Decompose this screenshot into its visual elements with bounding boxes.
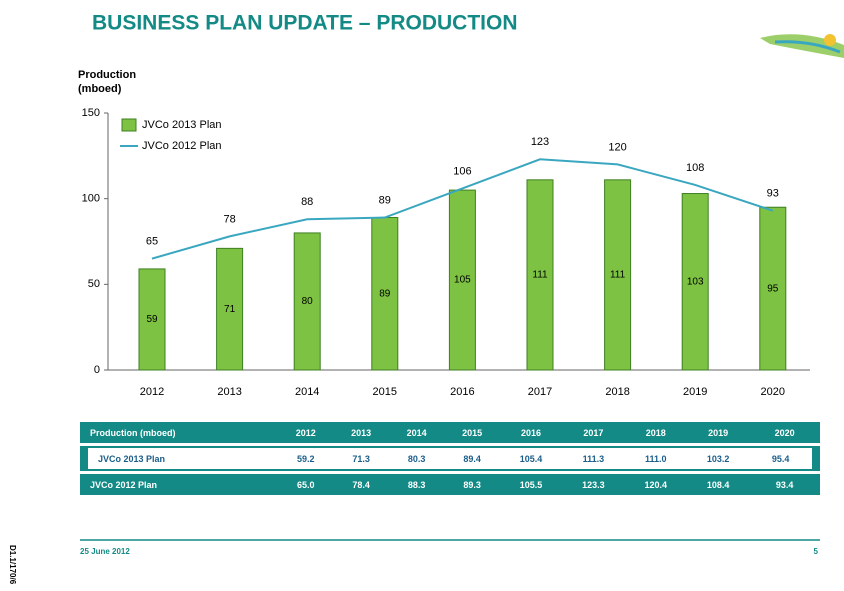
line-label: 123	[531, 136, 549, 148]
y-axis-label: (mboed)	[78, 83, 122, 95]
table-cell: Production (mboed)	[80, 422, 278, 443]
legend-label: JVCo 2012 Plan	[142, 140, 222, 152]
line-label: 108	[686, 162, 704, 174]
x-tick-label: 2014	[295, 386, 319, 398]
table-cell: 2017	[562, 422, 624, 443]
table-cell: 80.3	[389, 446, 444, 471]
table-cell: 88.3	[389, 474, 444, 495]
bar-label: 59	[146, 314, 158, 325]
x-tick-label: 2013	[217, 386, 241, 398]
table-cell: 120.4	[625, 474, 687, 495]
table-cell: 89.3	[444, 474, 499, 495]
side-note: D1.1/170/6	[8, 545, 17, 585]
table-cell: 103.2	[687, 446, 749, 471]
bar-label: 105	[454, 275, 471, 286]
table-cell: 71.3	[333, 446, 388, 471]
line-label: 93	[767, 188, 779, 200]
line-label: 65	[146, 236, 158, 248]
legend-swatch	[122, 119, 136, 131]
table-cell: 108.4	[687, 474, 749, 495]
y-tick-label: 0	[94, 364, 100, 376]
table-cell: JVCo 2012 Plan	[80, 474, 278, 495]
table-cell: 2012	[278, 422, 333, 443]
bar-label: 103	[687, 276, 704, 287]
footer-date: 25 June 2012	[80, 547, 130, 556]
table-cell: 2013	[333, 422, 388, 443]
table-cell: JVCo 2013 Plan	[80, 446, 278, 471]
y-axis-label: Production	[78, 69, 136, 81]
page-number: 5	[814, 547, 819, 556]
line-label: 89	[379, 194, 391, 206]
table-cell: 78.4	[333, 474, 388, 495]
bar-label: 89	[379, 288, 391, 299]
table-cell: 2019	[687, 422, 749, 443]
bar-label: 95	[767, 283, 779, 294]
x-tick-label: 2018	[605, 386, 629, 398]
chart: BUSINESS PLAN UPDATE – PRODUCTION Produc…	[0, 0, 844, 591]
table-cell: 59.2	[278, 446, 333, 471]
table-cell: 2016	[500, 422, 562, 443]
bar-label: 111	[532, 270, 548, 281]
bar-label: 111	[610, 270, 626, 281]
x-tick-label: 2012	[140, 386, 164, 398]
bar-label: 71	[224, 304, 236, 315]
table-cell: 2014	[389, 422, 444, 443]
x-tick-label: 2019	[683, 386, 707, 398]
table-cell: 89.4	[444, 446, 499, 471]
table-cell: 111.0	[625, 446, 687, 471]
line-label: 120	[608, 141, 626, 153]
table-cell: 105.4	[500, 446, 562, 471]
legend-label: JVCo 2013 Plan	[142, 119, 222, 131]
x-tick-label: 2017	[528, 386, 552, 398]
x-tick-label: 2015	[373, 386, 397, 398]
line-label: 106	[453, 165, 471, 177]
table-cell: 2018	[625, 422, 687, 443]
table-cell: 93.4	[749, 474, 820, 495]
y-tick-label: 50	[88, 278, 100, 290]
table-cell: 65.0	[278, 474, 333, 495]
table-cell: 2020	[749, 422, 820, 443]
logo	[760, 34, 844, 58]
table-cell: 105.5	[500, 474, 562, 495]
x-tick-label: 2020	[761, 386, 785, 398]
table-cell: 95.4	[749, 446, 820, 471]
table-cell: 111.3	[562, 446, 624, 471]
y-tick-label: 150	[82, 107, 100, 119]
table-cell: 2015	[444, 422, 499, 443]
x-tick-label: 2016	[450, 386, 474, 398]
table-cell: 123.3	[562, 474, 624, 495]
y-tick-label: 100	[82, 193, 100, 205]
bar-label: 80	[302, 296, 314, 307]
slide-title: BUSINESS PLAN UPDATE – PRODUCTION	[92, 12, 518, 35]
line-label: 78	[223, 213, 235, 225]
slide: BUSINESS PLAN UPDATE – PRODUCTION Produc…	[0, 0, 844, 591]
line-label: 88	[301, 196, 313, 208]
